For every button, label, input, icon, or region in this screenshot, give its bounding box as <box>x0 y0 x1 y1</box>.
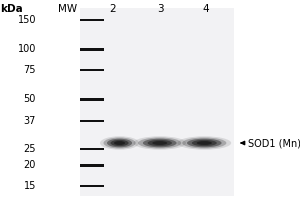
Ellipse shape <box>148 140 172 146</box>
Text: 4: 4 <box>202 4 209 14</box>
Text: 25: 25 <box>23 144 36 154</box>
Ellipse shape <box>103 137 136 149</box>
Text: kDa: kDa <box>0 4 23 14</box>
Ellipse shape <box>192 140 217 146</box>
Bar <box>80 148 104 150</box>
Bar <box>80 120 104 122</box>
Text: 37: 37 <box>24 116 36 126</box>
Ellipse shape <box>138 137 181 149</box>
Bar <box>80 164 104 167</box>
Text: SOD1 (Mn): SOD1 (Mn) <box>248 138 300 148</box>
Ellipse shape <box>143 139 177 147</box>
Ellipse shape <box>187 139 222 147</box>
Ellipse shape <box>107 139 132 147</box>
Text: 100: 100 <box>18 44 36 54</box>
Bar <box>80 8 234 196</box>
Bar <box>80 69 104 71</box>
Ellipse shape <box>177 136 231 150</box>
Bar <box>80 185 104 187</box>
Bar <box>80 19 104 21</box>
Ellipse shape <box>196 141 212 145</box>
Text: 15: 15 <box>24 181 36 191</box>
Text: 2: 2 <box>109 4 116 14</box>
Bar <box>80 48 104 51</box>
Text: 20: 20 <box>24 160 36 170</box>
Ellipse shape <box>134 136 186 150</box>
Text: 150: 150 <box>17 15 36 25</box>
Bar <box>80 98 104 101</box>
Text: MW: MW <box>58 4 77 14</box>
Ellipse shape <box>110 140 129 146</box>
Ellipse shape <box>152 141 167 145</box>
Ellipse shape <box>182 137 226 149</box>
Ellipse shape <box>100 136 139 150</box>
Text: 50: 50 <box>24 94 36 104</box>
Ellipse shape <box>114 141 125 145</box>
Text: 75: 75 <box>23 65 36 75</box>
Text: 3: 3 <box>157 4 164 14</box>
